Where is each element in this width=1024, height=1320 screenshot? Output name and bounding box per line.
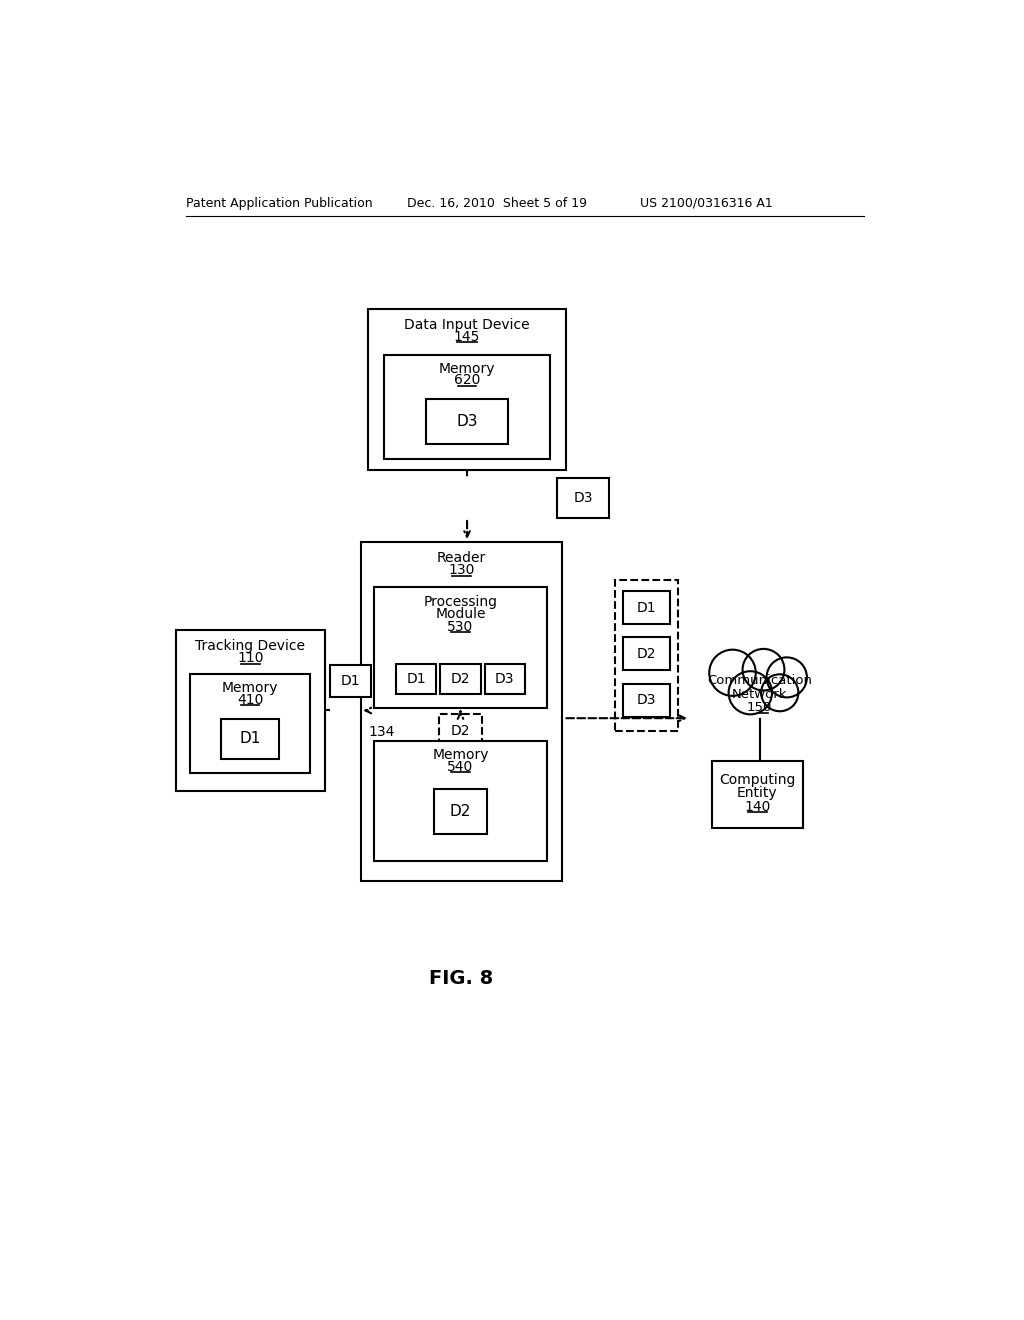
Text: Data Input Device: Data Input Device (404, 318, 529, 331)
Bar (375, 586, 547, 708)
Text: Tracking Device: Tracking Device (196, 639, 305, 653)
Bar (396, 664, 436, 694)
Bar (190, 675, 310, 774)
Bar (624, 591, 670, 624)
Bar (221, 719, 280, 759)
Text: FIG. 8: FIG. 8 (429, 969, 494, 987)
Bar (557, 478, 609, 517)
Bar (440, 664, 480, 694)
Text: D2: D2 (450, 804, 471, 818)
Text: Network: Network (732, 688, 787, 701)
Text: 140: 140 (744, 800, 770, 813)
Text: D3: D3 (573, 491, 593, 506)
Text: Computing: Computing (719, 772, 796, 787)
Text: 110: 110 (238, 651, 264, 665)
Text: 620: 620 (454, 374, 480, 387)
Text: D1: D1 (240, 731, 261, 747)
Circle shape (767, 657, 807, 697)
Bar (434, 789, 486, 834)
Text: Communication: Communication (708, 675, 812, 686)
Circle shape (710, 649, 756, 696)
Bar (375, 742, 547, 861)
Text: 410: 410 (237, 693, 263, 706)
Text: US 2100/0316316 A1: US 2100/0316316 A1 (640, 197, 772, 210)
Text: 540: 540 (447, 760, 473, 774)
Bar (176, 630, 325, 792)
Text: D1: D1 (407, 672, 426, 686)
Text: D1: D1 (341, 675, 360, 688)
Text: 134: 134 (369, 725, 394, 739)
Circle shape (729, 672, 772, 714)
Text: 130: 130 (449, 564, 474, 577)
Text: D2: D2 (637, 647, 656, 661)
Bar (712, 760, 803, 829)
Bar (369, 309, 566, 470)
Text: 145: 145 (454, 330, 480, 345)
Bar (360, 543, 562, 880)
Bar (624, 638, 670, 671)
Bar (384, 355, 550, 459)
Bar (331, 665, 371, 697)
Bar (624, 684, 670, 717)
Text: Patent Application Publication: Patent Application Publication (186, 197, 373, 210)
Text: D3: D3 (457, 414, 478, 429)
Text: Memory: Memory (432, 748, 488, 762)
Text: D3: D3 (495, 672, 514, 686)
Text: Reader: Reader (436, 550, 485, 565)
Text: D1: D1 (637, 601, 656, 615)
Text: Memory: Memory (439, 362, 496, 376)
Text: Module: Module (435, 607, 485, 622)
Text: Processing: Processing (424, 595, 498, 609)
Text: Dec. 16, 2010  Sheet 5 of 19: Dec. 16, 2010 Sheet 5 of 19 (407, 197, 587, 210)
Text: D3: D3 (637, 693, 656, 708)
Text: D2: D2 (451, 672, 470, 686)
Text: 150: 150 (746, 701, 772, 714)
Circle shape (742, 649, 784, 690)
Text: D2: D2 (451, 723, 470, 738)
Bar (484, 664, 524, 694)
Bar (614, 581, 678, 731)
Text: 530: 530 (447, 619, 473, 634)
Text: Memory: Memory (222, 681, 279, 696)
Circle shape (761, 675, 799, 711)
Bar (426, 400, 508, 444)
Bar (439, 714, 481, 747)
Text: Entity: Entity (737, 785, 777, 800)
